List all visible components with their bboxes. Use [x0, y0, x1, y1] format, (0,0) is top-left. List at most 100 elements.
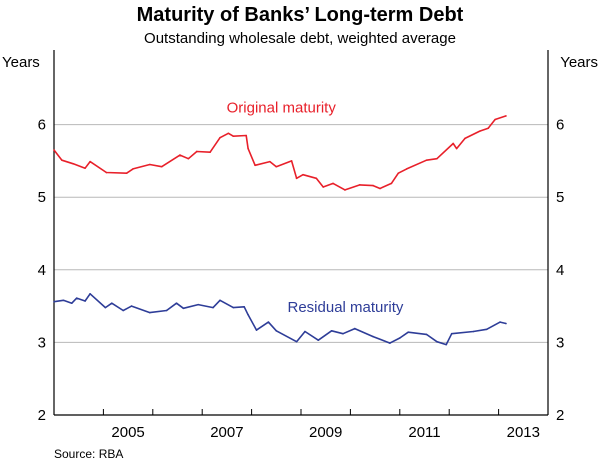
chart-subtitle: Outstanding wholesale debt, weighted ave…	[144, 30, 456, 47]
data-point	[209, 151, 211, 153]
series-line-original-maturity	[53, 115, 507, 191]
x-tick-label: 2013	[507, 424, 540, 441]
data-point	[269, 160, 271, 163]
data-point	[105, 171, 108, 174]
data-point	[149, 311, 151, 314]
data-point	[505, 115, 507, 117]
data-point	[485, 328, 488, 331]
y-tick-label-left: 6	[38, 117, 46, 134]
data-point	[125, 172, 128, 175]
data-point	[247, 147, 249, 150]
data-point	[254, 164, 256, 167]
data-point	[70, 302, 73, 304]
y-tick-label-left: 3	[38, 334, 46, 351]
data-point	[110, 302, 113, 304]
data-point	[104, 306, 107, 309]
data-point	[487, 127, 490, 130]
data-point	[53, 149, 55, 151]
data-point	[342, 332, 344, 335]
data-point	[72, 163, 75, 165]
data-point	[436, 157, 438, 160]
x-tick-label: 2007	[210, 424, 243, 441]
data-point	[53, 300, 55, 303]
data-point	[267, 321, 270, 323]
series-line-residual-maturity	[53, 292, 507, 346]
data-point	[464, 137, 466, 140]
series-label: Original maturity	[227, 99, 337, 116]
data-point	[505, 322, 507, 325]
data-point	[354, 327, 356, 330]
data-point	[445, 343, 448, 346]
data-point	[219, 136, 221, 139]
y-tick-label-right: 6	[556, 117, 564, 134]
data-point	[344, 189, 346, 191]
data-point	[227, 132, 230, 135]
data-point	[175, 302, 178, 304]
y-axis-label-left: Years	[2, 54, 40, 71]
data-point	[379, 187, 381, 190]
data-point	[330, 329, 333, 332]
data-point	[165, 309, 168, 312]
data-point	[389, 342, 391, 344]
data-point	[243, 306, 245, 308]
data-point	[187, 157, 190, 160]
y-tick-label-right: 3	[556, 334, 564, 351]
data-point	[179, 154, 181, 156]
data-point	[232, 306, 235, 309]
data-point	[322, 186, 325, 188]
data-point	[149, 163, 151, 166]
data-point	[317, 339, 320, 342]
data-point	[122, 309, 124, 312]
data-point	[132, 168, 134, 170]
data-point	[232, 135, 235, 138]
data-point	[89, 160, 91, 163]
y-tick-label-left: 5	[38, 189, 46, 206]
data-point	[84, 300, 86, 302]
data-point	[455, 147, 458, 150]
source-note: Source: RBA	[54, 447, 123, 461]
data-point	[290, 160, 293, 162]
data-point	[275, 329, 278, 332]
data-point	[372, 184, 374, 187]
data-point	[332, 182, 334, 185]
data-point	[397, 172, 400, 175]
data-point	[84, 167, 86, 169]
data-point	[407, 331, 409, 334]
data-point	[247, 314, 249, 316]
data-point	[62, 299, 65, 302]
data-point	[195, 150, 198, 153]
data-point	[255, 329, 258, 331]
data-point	[245, 134, 247, 137]
data-point	[399, 337, 401, 339]
data-point	[275, 165, 278, 168]
data-point	[302, 173, 304, 176]
data-point	[390, 182, 393, 185]
x-tick-label: 2009	[309, 424, 342, 441]
data-point	[436, 340, 438, 343]
data-point	[130, 305, 133, 307]
data-point	[197, 303, 200, 306]
y-tick-label-left: 2	[38, 407, 46, 424]
data-point	[358, 184, 361, 186]
data-point	[499, 321, 501, 323]
data-point	[472, 330, 475, 333]
data-point	[219, 299, 221, 302]
data-point	[425, 333, 428, 336]
data-point	[372, 335, 374, 338]
data-point	[405, 168, 408, 170]
y-tick-label-right: 5	[556, 189, 564, 206]
data-point	[182, 307, 185, 310]
data-point	[304, 330, 306, 333]
data-point	[450, 332, 453, 335]
data-point	[160, 165, 163, 168]
data-point	[89, 292, 91, 295]
y-tick-label-right: 2	[556, 407, 564, 424]
data-point	[295, 340, 298, 343]
data-point	[295, 177, 298, 180]
y-tick-label-left: 4	[38, 262, 46, 279]
x-tick-label: 2011	[408, 424, 440, 441]
y-axis-label-right: Years	[560, 54, 598, 71]
data-point	[452, 142, 454, 145]
data-point	[425, 159, 428, 161]
y-tick-label-right: 4	[556, 262, 564, 279]
